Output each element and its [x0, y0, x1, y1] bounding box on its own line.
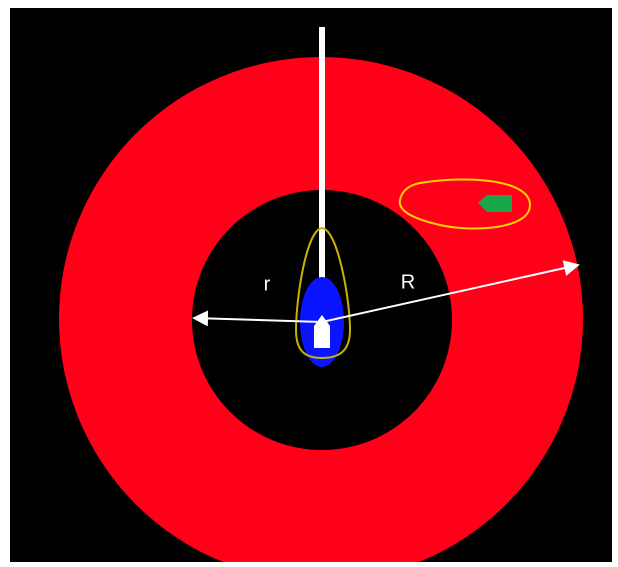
inner-radius-arrow	[192, 310, 323, 327]
target-ship	[478, 195, 512, 212]
outer-radius-label: R	[401, 271, 415, 293]
outer-radius-arrow	[321, 260, 580, 323]
target-ship-boundary	[398, 178, 532, 230]
inner-radius-label: r	[264, 273, 271, 295]
heading-line	[319, 27, 325, 327]
own-ship-boundary	[294, 226, 352, 360]
own-ship	[314, 315, 330, 348]
